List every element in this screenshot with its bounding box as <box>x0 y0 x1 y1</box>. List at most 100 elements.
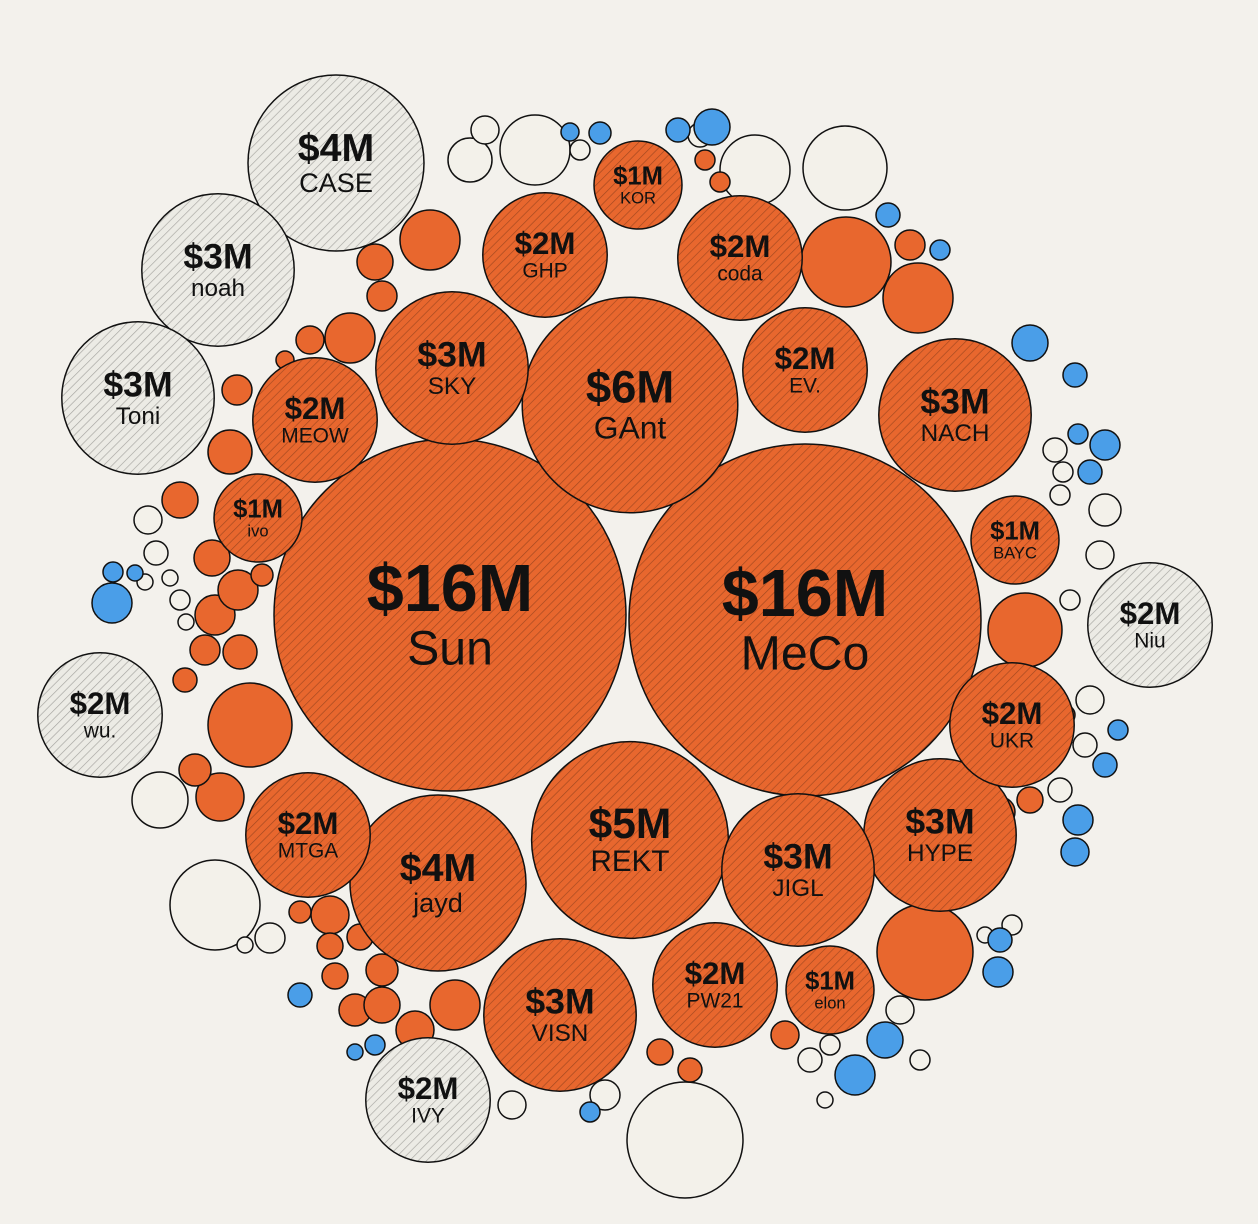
small-bubble <box>288 900 312 924</box>
small-bubble <box>1088 493 1122 527</box>
small-bubble <box>770 1020 800 1050</box>
bubble-name: Sun <box>407 621 493 675</box>
bubble-name: PW21 <box>687 990 744 1013</box>
bubble <box>141 193 295 347</box>
small-bubble <box>589 1079 621 1111</box>
small-bubble <box>665 117 691 143</box>
small-bubble <box>295 325 325 355</box>
value-label: $4M <box>400 846 476 890</box>
bubble-name: IVY <box>411 1105 445 1128</box>
bubble-name: JIGL <box>772 875 823 902</box>
small-bubble <box>470 115 500 145</box>
bubble-name: EV. <box>789 375 821 398</box>
small-bubble <box>207 682 293 768</box>
small-bubble <box>802 125 888 211</box>
value-label: $3M <box>103 364 172 404</box>
bubble-name: NACH <box>921 420 990 447</box>
bubble-name: coda <box>717 263 763 286</box>
small-bubble <box>800 216 892 308</box>
small-bubble <box>131 771 189 829</box>
small-bubble <box>193 539 231 577</box>
bubble-name: Niu <box>1134 630 1165 653</box>
value-label: $3M <box>525 981 594 1021</box>
small-bubble <box>646 1038 674 1066</box>
bubble <box>652 922 778 1048</box>
small-bubble <box>866 1021 904 1059</box>
value-label: $3M <box>417 334 486 374</box>
small-bubble <box>1067 423 1089 445</box>
small-bubble <box>321 962 349 990</box>
bubble-name: MTGA <box>278 840 338 863</box>
small-bubble <box>1089 429 1121 461</box>
small-bubble <box>797 1047 823 1073</box>
small-bubble <box>875 202 901 228</box>
small-bubble <box>143 540 169 566</box>
bubble <box>483 938 637 1092</box>
small-bubble <box>834 1054 876 1096</box>
small-bubble <box>169 859 261 951</box>
small-bubble <box>819 1034 841 1056</box>
small-bubble <box>172 667 198 693</box>
bubble-name: CASE <box>299 167 373 198</box>
value-label: $2M <box>398 1071 459 1106</box>
bubble-name: MEOW <box>281 425 349 448</box>
value-label: $3M <box>920 381 989 421</box>
small-bubble <box>217 569 259 611</box>
small-bubble <box>569 139 591 161</box>
small-bubble <box>222 634 258 670</box>
small-bubble <box>195 772 245 822</box>
small-bubble <box>161 569 179 587</box>
bubble-name: VISN <box>532 1020 589 1047</box>
value-label: $16M <box>722 557 888 631</box>
bubble <box>970 495 1060 585</box>
small-bubble <box>177 613 195 631</box>
small-bubble <box>579 1101 601 1123</box>
value-label: $1M <box>613 162 663 190</box>
value-label: $2M <box>1120 596 1181 631</box>
bubble-name: SKY <box>428 373 477 400</box>
small-bubble <box>399 209 461 271</box>
small-bubble <box>1016 786 1044 814</box>
bubble-name: REKT <box>591 845 670 878</box>
bubble-name: elon <box>814 993 845 1012</box>
bubble-name: HYPE <box>907 840 973 867</box>
small-bubble <box>102 561 124 583</box>
value-label: $4M <box>298 126 374 170</box>
value-label: $1M <box>233 495 283 523</box>
bubble <box>245 772 371 898</box>
small-bubble <box>316 932 344 960</box>
small-bubble <box>1107 719 1129 741</box>
small-bubble <box>1060 837 1090 867</box>
small-bubble <box>894 229 926 261</box>
bubble-name: GHP <box>522 260 567 283</box>
bubble <box>521 296 739 514</box>
bubble <box>213 473 303 563</box>
value-label: $2M <box>70 686 131 721</box>
bubble-name: BAYC <box>993 543 1037 562</box>
small-bubble <box>429 979 481 1031</box>
small-bubble <box>982 956 1014 988</box>
small-bubble <box>1047 777 1073 803</box>
small-bubble <box>1062 362 1088 388</box>
small-bubble <box>169 589 191 611</box>
value-label: $1M <box>805 967 855 995</box>
bubble <box>593 140 683 230</box>
small-bubble <box>207 429 253 475</box>
value-label: $2M <box>515 226 576 261</box>
bubble <box>365 1037 491 1163</box>
value-label: $2M <box>285 391 346 426</box>
small-bubble <box>1049 484 1071 506</box>
small-bubble <box>1075 685 1105 715</box>
small-bubble <box>1092 752 1118 778</box>
small-bubble <box>250 563 274 587</box>
small-bubble <box>364 1034 386 1056</box>
value-label: $5M <box>589 801 672 848</box>
bubble <box>878 338 1032 492</box>
small-bubble <box>310 895 350 935</box>
bubble-name: noah <box>191 275 245 302</box>
small-bubble <box>929 239 951 261</box>
small-bubble <box>356 243 394 281</box>
small-bubble <box>363 986 401 1024</box>
small-bubble <box>1072 732 1098 758</box>
